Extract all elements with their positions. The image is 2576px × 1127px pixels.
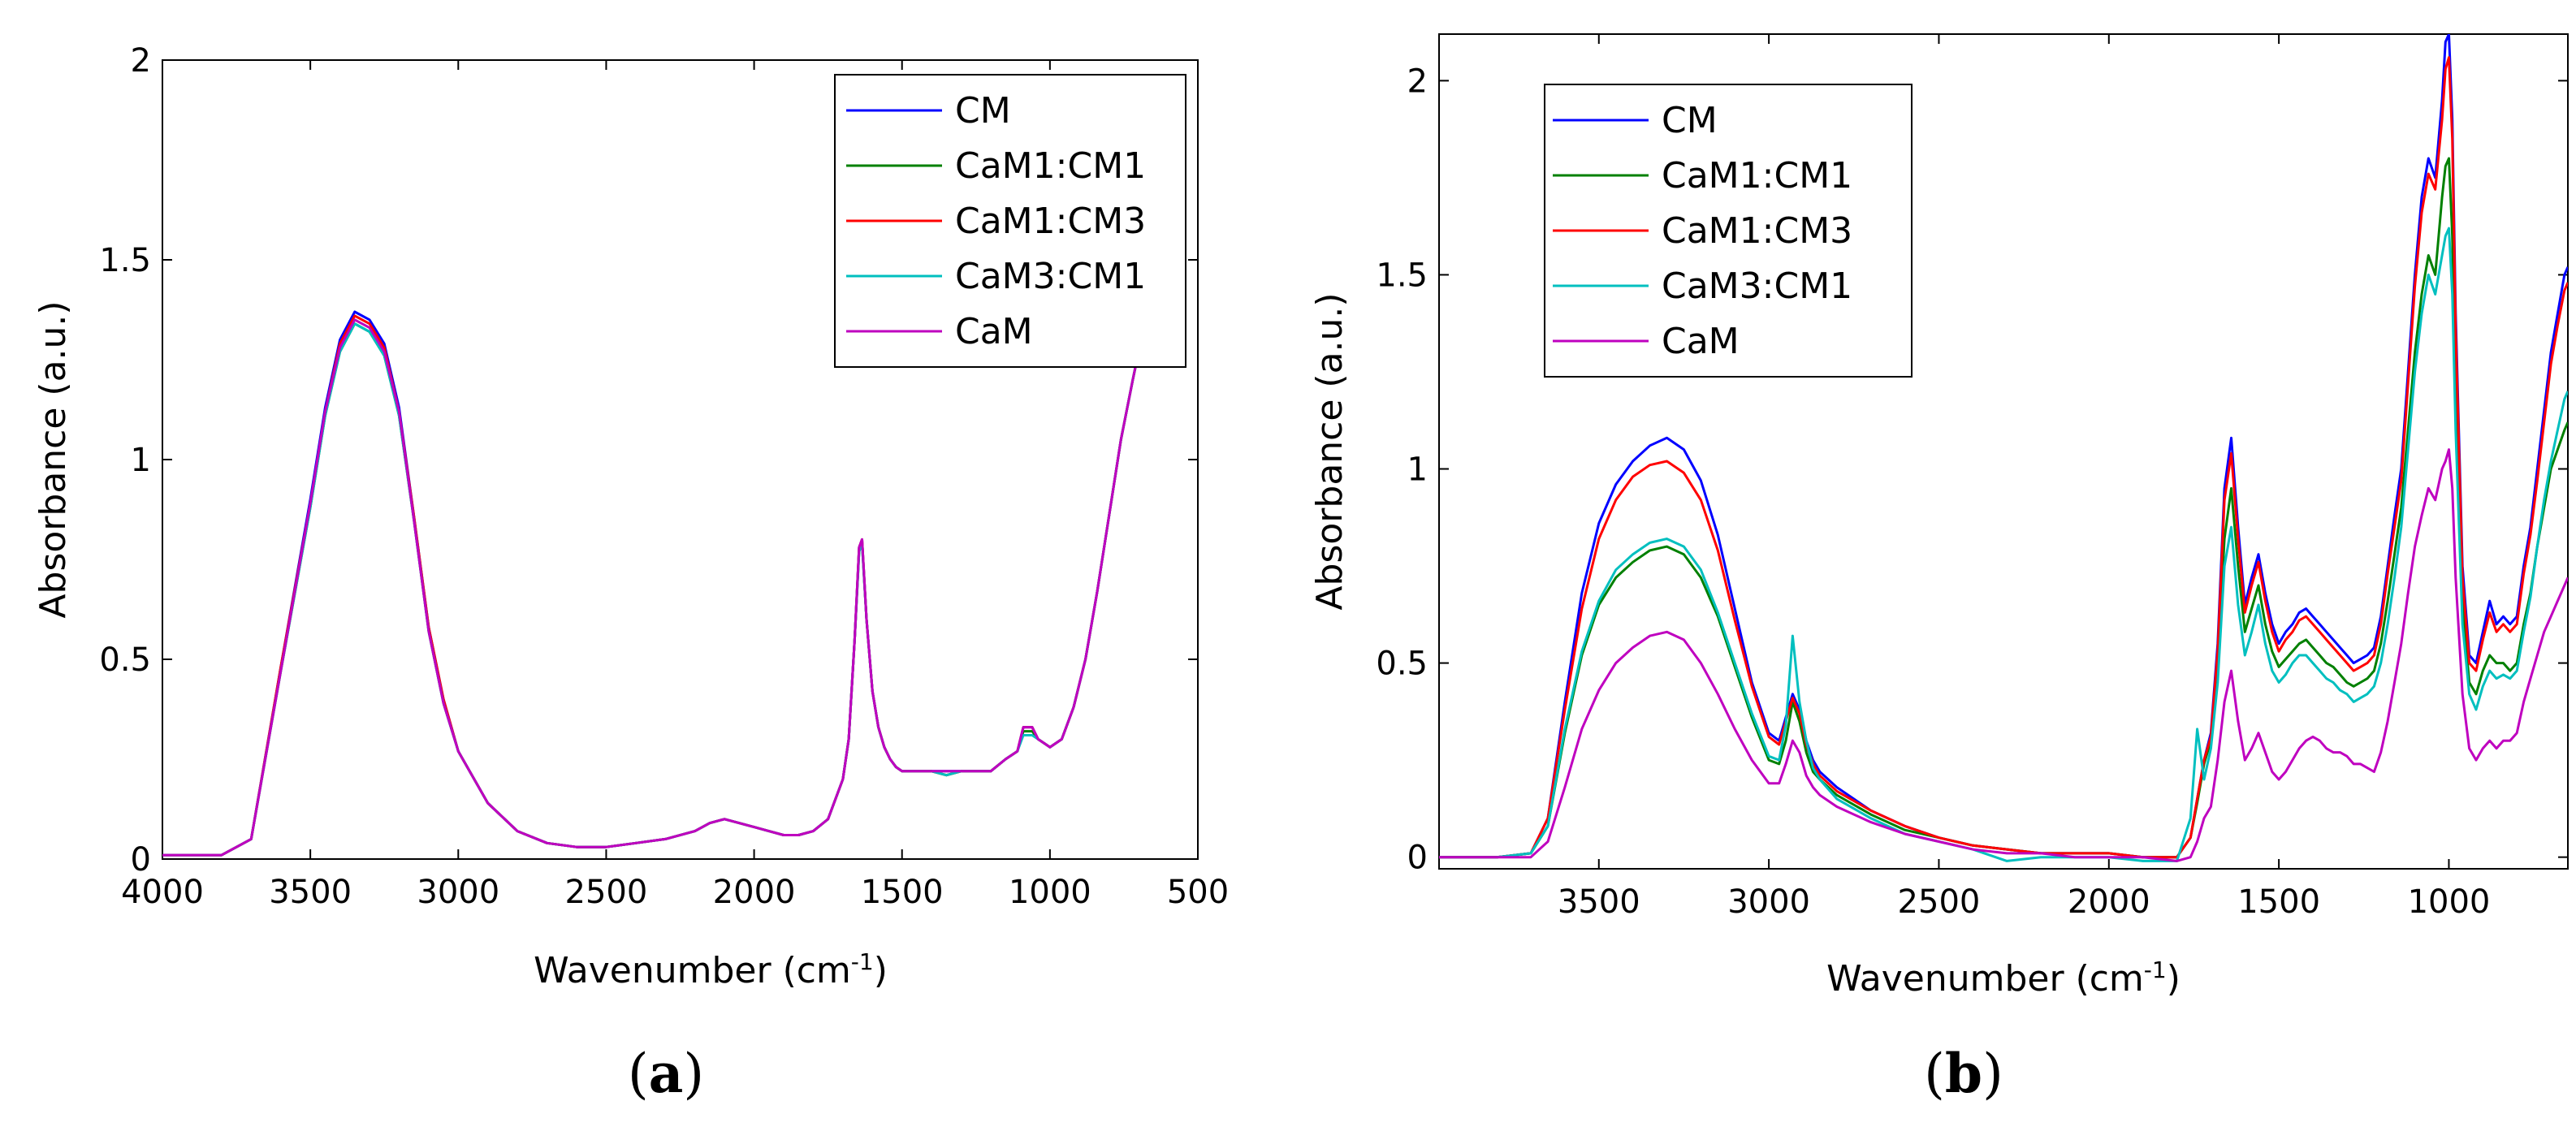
legend-label: CaM1:CM1 xyxy=(1662,155,1852,196)
panel-a-xlabel-sup: -1 xyxy=(851,948,874,975)
panel-a-xlabel-main: Wavenumber (cm xyxy=(534,950,851,991)
series-line-cm xyxy=(162,310,1154,857)
panel-a-label-letter: a xyxy=(649,1042,684,1105)
y-tick-label: 2 xyxy=(131,42,151,80)
series-line-cam3-cm1 xyxy=(1439,227,2568,862)
x-tick-label: 1000 xyxy=(2408,883,2491,921)
legend-label: CaM xyxy=(955,311,1033,352)
panel-b-y-ticks: 0 0.5 1 1.5 2 xyxy=(1376,63,2568,877)
panel-a-label-close: ) xyxy=(683,1043,704,1105)
legend-label: CaM1:CM3 xyxy=(1662,210,1852,252)
series-line-cam1-cm1 xyxy=(162,322,1154,857)
panel-a-label: (a) xyxy=(628,1042,704,1105)
series-line-cam1-cm3 xyxy=(162,314,1154,857)
panel-b-label: (b) xyxy=(1924,1042,2003,1105)
panel-b-label-open: ( xyxy=(1924,1043,1945,1105)
series-line-cam3-cm1 xyxy=(162,322,1154,857)
legend-label: CaM1:CM3 xyxy=(955,201,1146,242)
panel-a-x-ticks: 4000 3500 3000 2500 2000 1500 1000 500 xyxy=(121,60,1229,911)
x-tick-label: 2500 xyxy=(1898,883,1981,921)
series-line-cam xyxy=(162,318,1154,857)
x-tick-label: 2000 xyxy=(2068,883,2150,921)
panel-a-xlabel-close: ) xyxy=(874,950,888,991)
panel-a-xlabel: Wavenumber (cm-1) xyxy=(534,948,888,991)
panel-a-legend: CM CaM1:CM1 CaM1:CM3 CaM3:CM1 CaM xyxy=(834,74,1186,368)
panel-b: 3500 3000 2500 2000 1500 1000 0 0.5 1 1.5 2 Absor… xyxy=(1309,33,2569,1105)
panel-b-x-ticks: 3500 3000 2500 2000 1500 1000 xyxy=(1558,34,2490,921)
series-line-cam1-cm1 xyxy=(1439,157,2568,859)
series-line-cam1-cm3 xyxy=(1439,56,2568,859)
legend-label: CaM xyxy=(1662,321,1740,362)
y-tick-label: 0.5 xyxy=(1376,646,1428,683)
legend-label: CaM1:CM1 xyxy=(955,145,1146,187)
panel-b-xlabel-main: Wavenumber (cm xyxy=(1826,958,2144,1000)
panel-a-label-open: ( xyxy=(628,1043,649,1105)
legend-label: CaM3:CM1 xyxy=(1662,266,1852,307)
panel-b-series xyxy=(1439,34,2568,862)
panel-b-axes-frame xyxy=(1438,33,2569,870)
panel-b-label-letter: b xyxy=(1945,1042,1982,1105)
y-tick-label: 1 xyxy=(131,442,151,479)
panel-b-legend: CM CaM1:CM1 CaM1:CM3 CaM3:CM1 CaM xyxy=(1544,84,1913,378)
legend-label: CaM3:CM1 xyxy=(955,256,1146,297)
panel-a-ylabel: Absorbance (a.u.) xyxy=(32,300,74,618)
x-tick-label: 3000 xyxy=(417,874,499,911)
x-tick-label: 1500 xyxy=(861,874,944,911)
legend-label: CM xyxy=(955,90,1011,132)
panel-a-series xyxy=(162,310,1154,857)
x-tick-label: 1500 xyxy=(2237,883,2320,921)
panel-b-plot-area: 3500 3000 2500 2000 1500 1000 0 0.5 1 1.5 2 xyxy=(1376,33,2569,921)
y-tick-label: 1.5 xyxy=(1376,257,1428,294)
y-tick-label: 0.5 xyxy=(99,641,151,679)
panel-a-plot-area: 4000 3500 3000 2500 2000 1500 1000 500 0 0.5 1 1.5… xyxy=(99,42,1229,911)
x-tick-label: 3500 xyxy=(1558,883,1640,921)
y-tick-label: 2 xyxy=(1407,63,1428,100)
x-tick-label: 2500 xyxy=(565,874,648,911)
panel-b-xlabel-close: ) xyxy=(2167,958,2181,1000)
panel-b-xlabel: Wavenumber (cm-1) xyxy=(1826,956,2181,1000)
x-tick-label: 4000 xyxy=(121,874,204,911)
x-tick-label: 500 xyxy=(1167,874,1229,911)
x-tick-label: 2000 xyxy=(713,874,796,911)
panel-b-ylabel: Absorbance (a.u.) xyxy=(1309,292,1351,610)
legend-label: CM xyxy=(1662,100,1718,141)
x-tick-label: 3000 xyxy=(1727,883,1810,921)
y-tick-label: 0 xyxy=(131,841,151,879)
panel-a-y-ticks: 0 0.5 1 1.5 2 xyxy=(99,42,1198,879)
panel-a: 4000 3500 3000 2500 2000 1500 1000 500 0 0.5 1 1.5… xyxy=(32,42,1229,1105)
y-tick-label: 1 xyxy=(1407,451,1428,489)
series-line-cam xyxy=(1439,448,2568,862)
y-tick-label: 1.5 xyxy=(99,242,151,279)
x-tick-label: 1000 xyxy=(1009,874,1091,911)
x-tick-label: 3500 xyxy=(269,874,352,911)
panel-b-label-close: ) xyxy=(1982,1043,2003,1105)
y-tick-label: 0 xyxy=(1407,840,1428,877)
panel-b-xlabel-sup: -1 xyxy=(2144,956,2167,983)
